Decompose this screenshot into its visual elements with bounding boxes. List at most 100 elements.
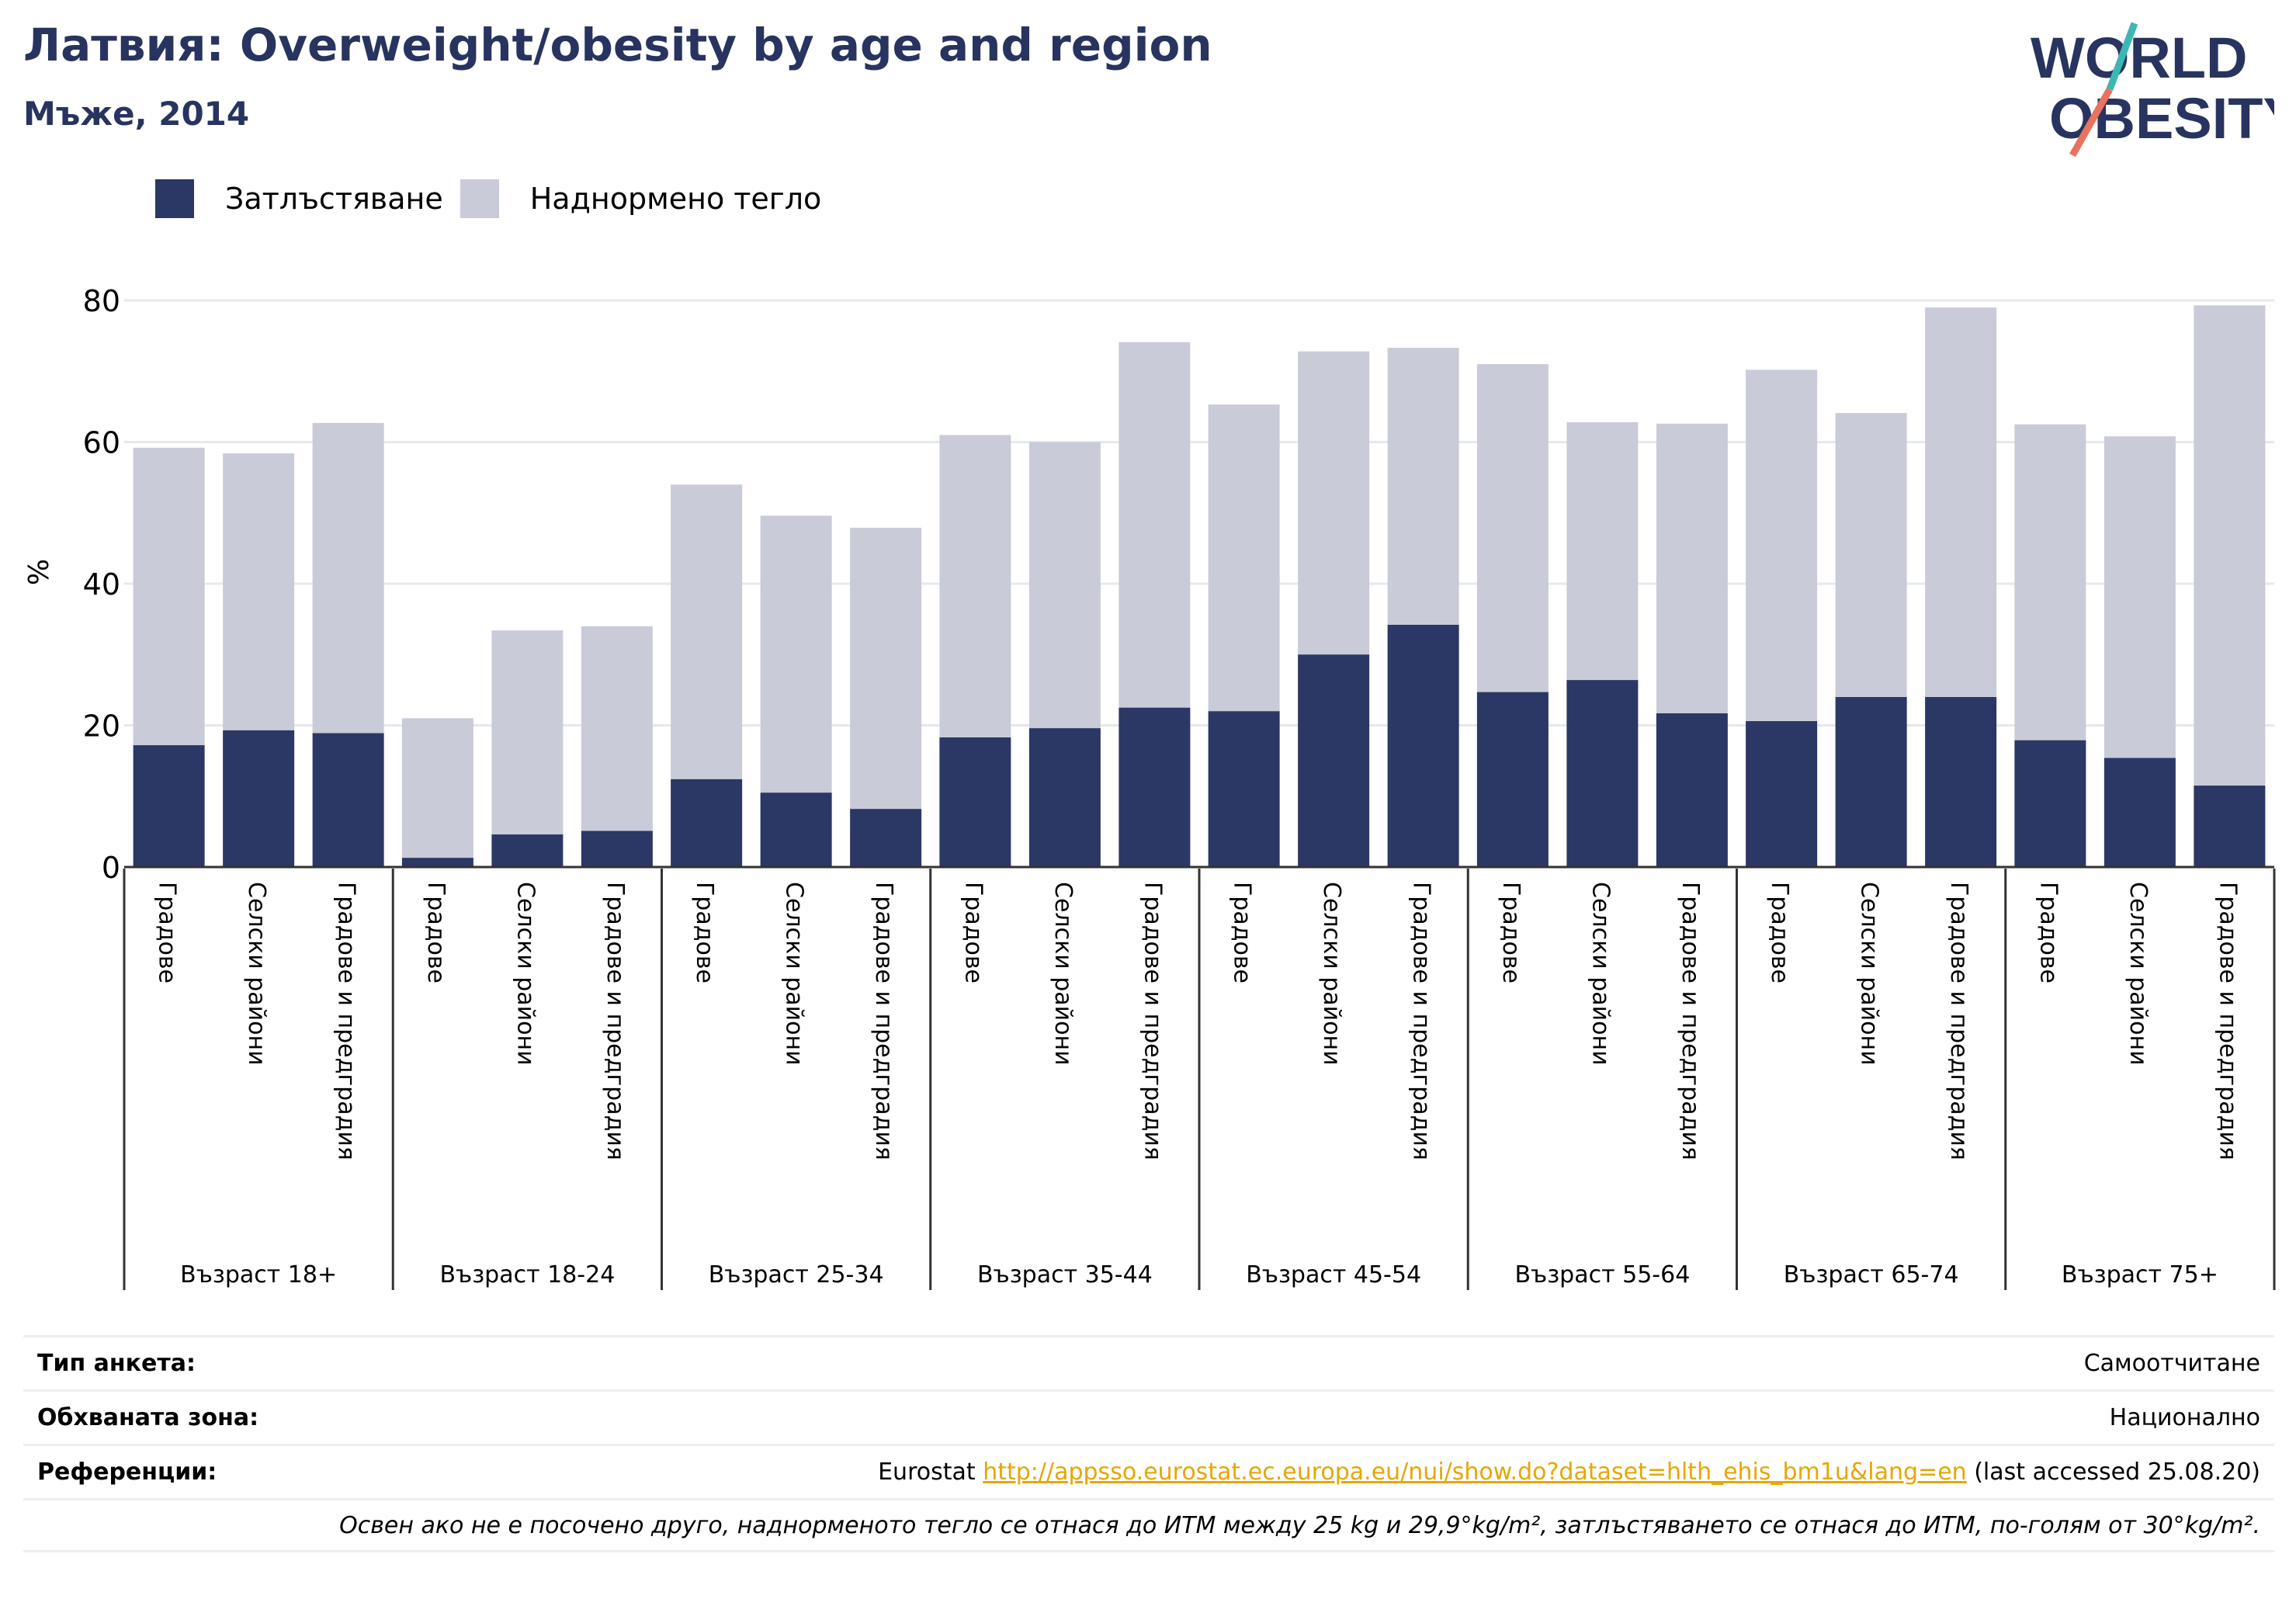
bar-obesity <box>2194 786 2266 867</box>
x-category-label: Градове и предградия <box>2214 882 2241 1160</box>
bar-overweight <box>1746 369 1818 722</box>
chart-title: Латвия: Overweight/obesity by age and re… <box>23 19 1212 71</box>
x-category-label: Селски райони <box>1049 882 1077 1066</box>
logo-line2: OBESITY <box>2049 86 2274 151</box>
coverage-label: Обхваната зона: <box>37 1404 259 1431</box>
bar-obesity <box>671 779 743 867</box>
bar-obesity <box>1119 707 1191 867</box>
bar-obesity <box>1476 692 1549 867</box>
info-table: Тип анкета: Самоотчитане Обхваната зона:… <box>23 1335 2274 1552</box>
x-category-label: Градове <box>691 882 718 983</box>
group-label: Възраст 65-74 <box>1784 1261 1959 1289</box>
x-category-label: Селски райони <box>1587 882 1614 1066</box>
x-category-label: Селски райони <box>1318 882 1345 1066</box>
group-label: Възраст 18+ <box>180 1261 337 1289</box>
references-value: Eurostat http://appsso.eurostat.ec.europ… <box>878 1459 2260 1486</box>
bar-obesity <box>1656 713 1728 867</box>
y-tick-label: 0 <box>102 851 120 885</box>
x-category-label: Селски райони <box>243 882 270 1066</box>
ref-link[interactable]: http://appsso.eurostat.ec.europa.eu/nui/… <box>983 1459 1967 1486</box>
bar-obesity <box>1208 711 1280 867</box>
group-label: Възраст 18-24 <box>439 1261 615 1289</box>
bar-obesity <box>1925 697 1997 867</box>
info-row-coverage: Обхваната зона: Национално <box>23 1389 2274 1444</box>
bar-overweight <box>1119 342 1191 708</box>
bar-obesity <box>401 858 473 867</box>
bar-overweight <box>312 422 384 734</box>
y-tick-label: 40 <box>83 567 120 602</box>
bar-obesity <box>939 737 1011 867</box>
group-label: Възраст 55-64 <box>1514 1261 1690 1289</box>
chart-subtitle: Мъже, 2014 <box>23 95 250 133</box>
bar-obesity <box>2104 758 2176 867</box>
logo-line1: WORLD <box>2031 26 2248 90</box>
bar-overweight <box>1387 348 1459 625</box>
bar-overweight <box>2104 436 2176 758</box>
survey-type-value: Самоотчитане <box>2083 1350 2260 1377</box>
x-category-label: Градове <box>2034 882 2062 983</box>
x-category-label: Градове и предградия <box>333 882 360 1160</box>
bar-overweight <box>1656 423 1728 713</box>
group-label: Възраст 35-44 <box>977 1261 1153 1289</box>
info-row-references: Референции: Eurostat http://appsso.euros… <box>23 1444 2274 1498</box>
world-obesity-logo: WORLD OBESITY <box>2031 22 2274 158</box>
group-label: Възраст 25-34 <box>709 1261 884 1289</box>
bar-overweight <box>671 484 743 779</box>
bar-obesity <box>581 831 653 867</box>
bar-overweight <box>1925 307 1997 697</box>
bar-obesity <box>223 730 295 867</box>
legend-label-overweight: Наднормено тегло <box>529 182 822 216</box>
x-category-label: Градове <box>154 882 181 983</box>
x-category-label: Градове и предградия <box>602 882 629 1160</box>
survey-type-label: Тип анкета: <box>37 1350 196 1377</box>
info-row-survey-type: Тип анкета: Самоотчитане <box>23 1335 2274 1389</box>
chart-legend: Затлъстяване Наднормено тегло <box>155 179 838 219</box>
ref-suffix: (last accessed 25.08.20) <box>1974 1459 2260 1486</box>
stacked-bar-chart: 0 20 40 60 80% Градове Селски райони Градове и … <box>23 284 2276 1290</box>
bar-obesity <box>133 745 205 867</box>
y-tick-label: 20 <box>83 709 120 744</box>
x-category-label: Селски райони <box>2124 882 2152 1066</box>
legend-swatch-overweight <box>460 179 499 218</box>
bar-obesity <box>1028 728 1101 867</box>
bar-overweight <box>581 626 653 831</box>
bar-obesity <box>850 809 922 867</box>
bar-obesity <box>1746 721 1818 867</box>
legend-item-overweight: Наднормено тегло <box>460 179 822 218</box>
legend-label-obesity: Затлъстяване <box>225 182 443 216</box>
x-category-label: Селски райони <box>1856 882 1883 1066</box>
bar-obesity <box>1566 680 1639 867</box>
bar-obesity <box>1298 654 1370 867</box>
coverage-value: Национално <box>2109 1404 2260 1431</box>
y-axis-label: % <box>23 559 55 585</box>
bar-overweight <box>760 515 832 793</box>
bar-overweight <box>1028 442 1101 729</box>
bar-overweight <box>2194 305 2266 786</box>
bar-obesity <box>760 793 832 867</box>
x-category-label: Селски райони <box>781 882 808 1066</box>
x-category-label: Градове <box>1766 882 1793 983</box>
group-label: Възраст 75+ <box>2062 1261 2218 1289</box>
info-row-note: Освен ако не е посочено друго, наднормен… <box>23 1498 2274 1552</box>
x-category-label: Градове и предградия <box>1945 882 1972 1160</box>
x-category-label: Градове и предградия <box>870 882 897 1160</box>
x-category-label: Градове и предградия <box>1408 882 1435 1160</box>
references-label: Референции: <box>37 1459 217 1486</box>
x-category-label: Градове и предградия <box>1677 882 1704 1160</box>
y-tick-label: 60 <box>83 426 120 460</box>
logo-slash-teal <box>2106 22 2138 91</box>
x-category-label: Селски райони <box>512 882 539 1066</box>
bar-obesity <box>2014 740 2086 867</box>
x-category-label: Градове <box>959 882 987 983</box>
bar-overweight <box>939 435 1011 738</box>
x-category-label: Градове <box>422 882 449 983</box>
bar-overweight <box>2014 424 2086 741</box>
y-tick-label: 80 <box>83 284 120 318</box>
bar-overweight <box>1566 421 1639 681</box>
bar-overweight <box>491 630 564 835</box>
x-category-label: Градове и предградия <box>1139 882 1166 1160</box>
bar-overweight <box>223 453 295 730</box>
bar-obesity <box>491 834 564 867</box>
legend-item-obesity: Затлъстяване <box>155 179 443 218</box>
logo-slash-red <box>2069 87 2113 158</box>
